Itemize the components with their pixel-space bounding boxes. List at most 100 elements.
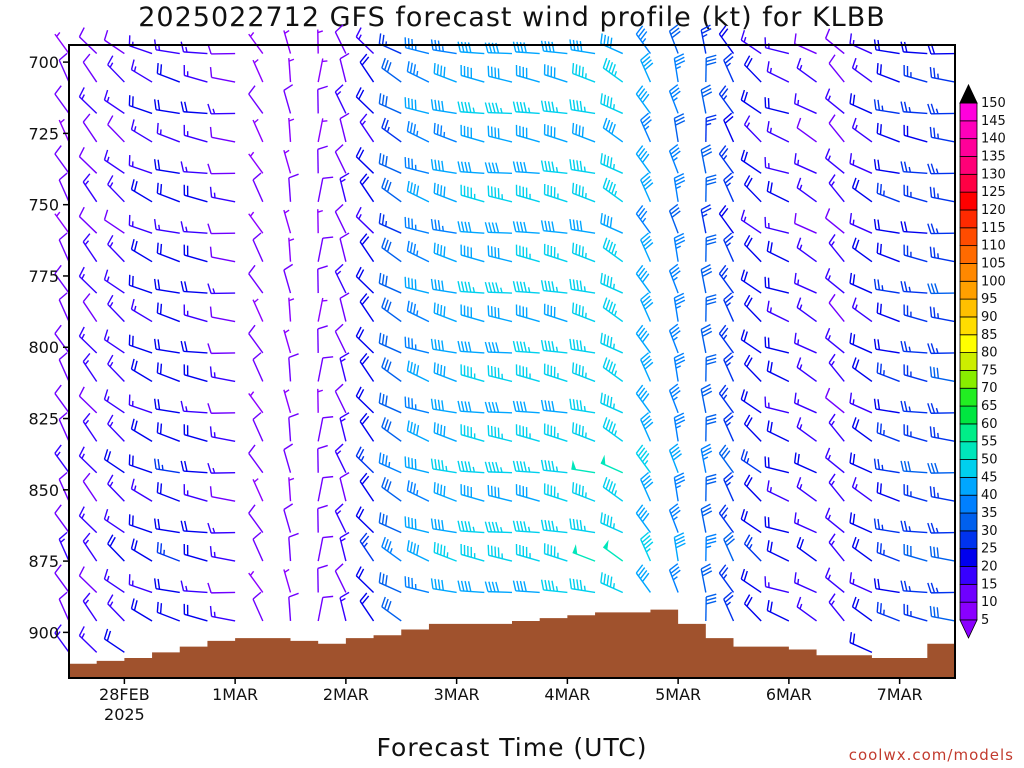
wind-barb [457,281,485,294]
wind-barb [512,281,540,294]
wind-barb [107,414,125,442]
wind-barb [743,234,762,263]
colorbar-swatch [959,601,978,621]
wind-barb [460,484,485,502]
wind-barb [404,516,430,534]
wind-barb [766,300,790,323]
wind-barb [130,239,153,263]
wind-barb [602,477,624,502]
wind-barb [635,145,652,174]
wind-barb [209,546,236,562]
wind-barb [460,124,485,143]
wind-barb [543,64,568,83]
wind-barb [540,160,568,175]
wind-barb [723,292,735,322]
wind-barb [406,540,430,562]
wind-barb [207,582,236,594]
wind-barb [82,412,98,442]
wind-barb [876,422,900,442]
wind-barb [515,364,540,383]
wind-barb [252,118,264,143]
wind-barb [743,594,762,622]
wind-barb [873,99,900,115]
wind-barb [107,594,125,622]
wind-barb [640,232,654,262]
wind-barb [849,392,873,414]
wind-barb [700,204,712,234]
wind-barb [433,362,457,383]
wind-barb [600,153,624,174]
colorbar-label: 145 [981,114,1006,129]
wind-barb [766,360,790,383]
wind-barb [796,177,817,203]
wind-barb [723,172,735,203]
wind-barb [430,578,457,594]
wind-barb [873,278,900,294]
wind-barb [180,400,208,414]
wind-barb [58,352,70,382]
wind-barb [515,184,540,203]
wind-barb [153,458,180,474]
wind-barb [540,459,568,474]
wind-barb [317,145,328,174]
wind-barb [339,591,350,622]
wind-barb [600,272,624,294]
wind-barb [58,471,70,502]
wind-barb [248,85,264,114]
colorbar-label: 105 [981,256,1006,271]
wind-barb [404,276,430,294]
wind-barb [180,580,208,594]
wind-barb [764,456,790,474]
colorbar-swatch [959,476,978,496]
wind-barb [718,444,735,474]
wind-barb [903,603,928,622]
wind-barb [207,163,236,175]
wind-barb [317,564,328,593]
wind-barb [824,567,845,594]
wind-barb [668,383,681,414]
wind-barb [512,520,540,534]
wind-barb [723,352,735,382]
wind-barb [851,477,873,502]
wind-barb [406,61,430,83]
wind-barb [793,572,817,594]
wind-barb [457,101,485,115]
colorbar-swatch [959,120,978,140]
colorbar-label: 10 [981,595,998,610]
wind-barb [723,412,735,442]
wind-barb [130,538,153,562]
wind-barb [207,462,236,474]
wind-barb [515,304,540,323]
colorbar-label: 65 [981,399,998,414]
colorbar-label: 115 [981,221,1006,236]
wind-barb [58,232,70,262]
wind-barb [82,53,98,83]
wind-barb [876,482,900,502]
wind-barb [828,533,845,562]
wind-barb [640,471,654,502]
wind-barb [381,477,402,502]
wind-barb [248,31,264,54]
wind-barb [851,536,873,562]
wind-barb [876,122,900,143]
colorbar-swatch [959,352,978,371]
wind-barb [433,122,457,143]
wind-barb [180,161,208,175]
wind-barb [718,25,735,54]
wind-barb [673,292,686,322]
wind-barb [207,403,236,414]
wind-barb [317,85,328,114]
wind-barb [381,536,402,562]
wind-barb [183,484,208,502]
wind-barb [876,182,900,203]
wind-barb [512,161,540,175]
wind-barb [317,265,328,294]
colorbar-swatch [959,173,978,193]
wind-barb [107,354,125,382]
wind-barb [54,444,70,474]
colorbar-swatch [959,156,978,175]
wind-barb [540,579,568,594]
wind-barb [900,221,928,234]
colorbar-label: 120 [981,203,1006,218]
wind-barb [317,325,328,353]
